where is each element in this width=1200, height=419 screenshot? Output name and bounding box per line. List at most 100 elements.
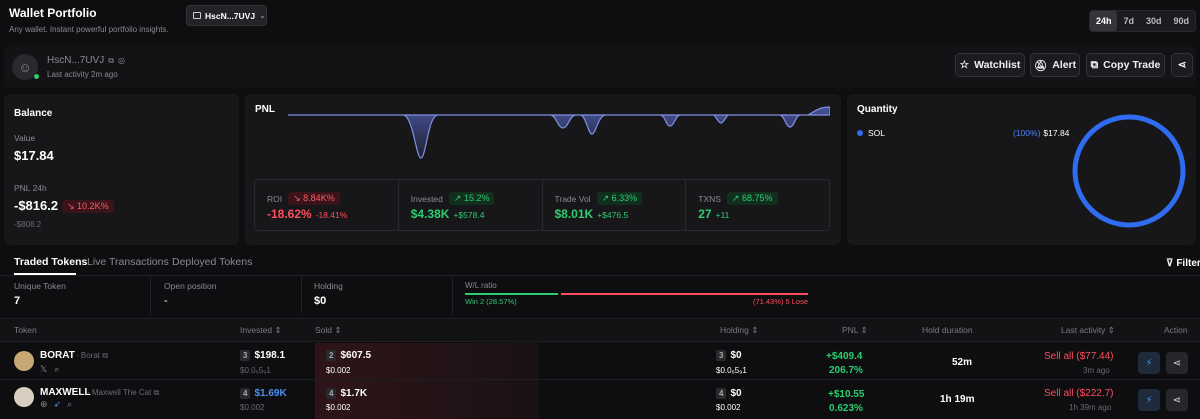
search-icon[interactable]: ⌕ [54, 364, 60, 374]
balance-title: Balance [14, 108, 53, 119]
tab-deployed-tokens[interactable]: Deployed Tokens [172, 256, 253, 268]
unique-label: Unique Token [14, 281, 66, 291]
wl-bar [465, 293, 808, 295]
lightning-icon: ⚡︎ [1145, 357, 1153, 369]
token-name-text: Borat [80, 351, 101, 360]
pnl-24h-value: -$816.2 [14, 198, 59, 213]
col-sold[interactable]: Sold ⇕ [315, 325, 342, 335]
quick-buy-button[interactable]: ⚡︎ [1138, 389, 1160, 411]
share-icon: ⋖ [1177, 59, 1187, 71]
x-icon[interactable]: 𝕏 [40, 364, 48, 374]
stat-trade-vol-value: $8.01K [554, 207, 594, 221]
balance-value-label: Value [14, 133, 36, 143]
col-last-activity-label: Last activity [1061, 325, 1106, 335]
link-icon[interactable]: ◎ [117, 56, 125, 65]
copy-icon[interactable]: ⧉ [108, 55, 114, 65]
tab-active-underline [14, 273, 76, 275]
col-holding[interactable]: Holding ⇕ [720, 325, 759, 335]
token-name: · Maxwell The Cat ⧉ [87, 388, 160, 397]
stat-invested-label: Invested [410, 193, 443, 204]
search-icon[interactable]: ⌕ [67, 399, 73, 409]
tab-live-transactions[interactable]: Live Transactions [87, 256, 169, 268]
table-header [0, 318, 1200, 342]
pnl-card [245, 94, 841, 245]
stat-roi-label: ROI [267, 193, 283, 204]
wl-label: W/L ratio [465, 281, 497, 290]
pnl-pct: 0.623% [829, 403, 863, 414]
sold-value: $607.5 [340, 350, 372, 361]
unique-value: 7 [14, 295, 21, 307]
token-socials: ⊕ ➶ ⌕ [40, 399, 72, 410]
invested-value: $198.1 [254, 350, 286, 361]
open-value: - [164, 295, 168, 307]
invested-count: 4 [240, 388, 251, 399]
col-last-activity[interactable]: Last activity ⇕ [1061, 325, 1115, 335]
col-invested[interactable]: Invested ⇕ [240, 325, 282, 335]
col-pnl[interactable]: PNL ⇕ [842, 325, 868, 335]
holding-value: $0 [730, 350, 742, 361]
globe-icon[interactable]: ⊕ [40, 399, 48, 409]
balance-card [4, 94, 239, 245]
pnl-24h-label: PNL 24h [14, 183, 47, 193]
stat-roi-pill-text: 8.84K% [303, 193, 335, 203]
col-hold-duration: Hold duration [922, 325, 973, 335]
open-label: Open position [164, 281, 217, 291]
copy-trade-button[interactable]: ⧉ Copy Trade [1086, 53, 1165, 77]
stat-roi-value: -18.62% [267, 207, 312, 221]
wallet-selector-label: HscN...7UVJ [205, 10, 256, 21]
stat-trade-vol-delta: +$476.5 [597, 210, 629, 220]
token-symbol[interactable]: MAXWELL [40, 387, 91, 398]
token-name-text: Maxwell The Cat [91, 388, 152, 397]
table-row[interactable] [0, 343, 1200, 380]
copy-trade-label: Copy Trade [1103, 59, 1161, 71]
timeframe-7d[interactable]: 7d [1123, 16, 1134, 26]
alert-label: Alert [1052, 59, 1077, 71]
last-action: Sell all ($77.44) [1044, 351, 1114, 362]
stat-invested-pill-text: 15.2% [463, 193, 490, 203]
col-token: Token [14, 325, 37, 335]
share-row-button[interactable]: ⋖ [1166, 352, 1188, 374]
sold-highlight [315, 343, 539, 419]
chevron-down-icon: ⌄ [259, 11, 266, 20]
stat-trade-vol-pill: ↗ 6.33% [596, 192, 643, 205]
watchlist-button[interactable]: ☆ Watchlist [955, 53, 1025, 77]
holding-cell: 4 $0 [716, 388, 742, 399]
timeframe-90d[interactable]: 90d [1173, 16, 1189, 26]
last-time: 3m ago [1083, 366, 1110, 375]
address-text: HscN...7UVJ [47, 55, 105, 66]
wallet-selector[interactable]: HscN...7UVJ ⌄ [186, 5, 267, 26]
filter-button[interactable]: ⊽ Filter [1166, 258, 1200, 269]
tab-traded-tokens[interactable]: Traded Tokens [14, 256, 88, 268]
stat-invested-pill: ↗ 15.2% [448, 192, 495, 205]
pnl-pct: 206.7% [829, 365, 863, 376]
sold-value: $1.7K [340, 388, 368, 399]
timeframe-24h[interactable]: 24h [1089, 11, 1118, 31]
sol-label: SOL [868, 128, 886, 138]
summary-row: Unique Token 7 Open position - Holding $… [0, 277, 1200, 314]
wallet-icon [193, 12, 201, 19]
invested-cell: 4 $1.69K [240, 388, 287, 399]
col-action: Action [1164, 325, 1188, 335]
summary-holding: Holding $0 [302, 277, 453, 314]
timeframe-30d[interactable]: 30d [1145, 16, 1162, 26]
pnl-24h-pct: 10.2K% [77, 201, 109, 211]
alert-button[interactable]: 🔕︎ Alert [1030, 53, 1080, 77]
lightning-icon: ⚡︎ [1145, 394, 1153, 406]
invested-cell: 3 $198.1 [240, 350, 285, 361]
last-activity: Last activity 2m ago [47, 70, 118, 79]
telegram-icon[interactable]: ➶ [53, 399, 62, 409]
sold-cell: 2 $607.5 [326, 350, 371, 361]
share-row-button[interactable]: ⋖ [1166, 389, 1188, 411]
token-symbol[interactable]: BORAT [40, 350, 75, 361]
stat-txns-label: TXNS [698, 193, 721, 204]
summary-wl: W/L ratio Win 2 (28.57%) (71.43%) 5 Lose [453, 277, 808, 314]
token-avatar [14, 351, 34, 371]
share-button[interactable]: ⋖ [1171, 53, 1193, 77]
holding-value: $0 [730, 388, 742, 399]
tabs-bar [0, 250, 1200, 276]
quick-buy-button[interactable]: ⚡︎ [1138, 352, 1160, 374]
table-row[interactable] [0, 381, 1200, 419]
stat-txns: TXNS ↗ 68.75% 27 +11 [686, 180, 829, 230]
stat-roi-delta: -18.41% [315, 210, 348, 220]
stat-txns-pill: ↗ 68.75% [726, 192, 778, 205]
